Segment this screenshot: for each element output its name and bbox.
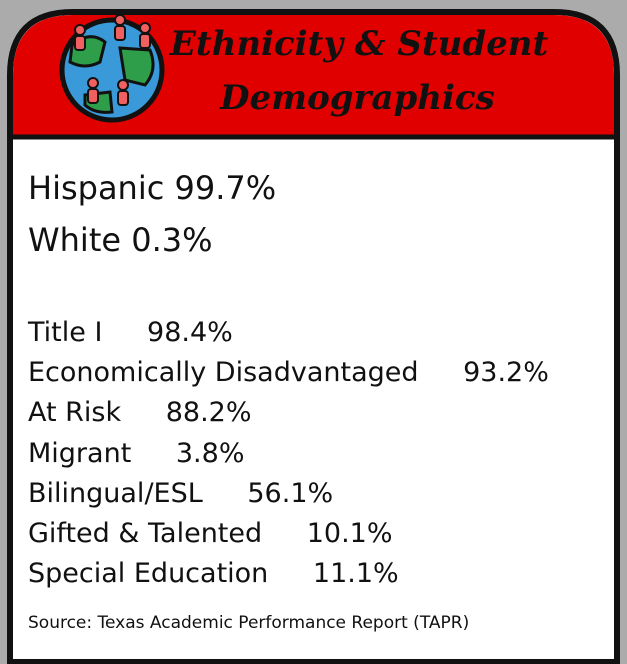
item-value: 99.7% [174, 169, 277, 207]
item-value: 98.4% [147, 317, 233, 348]
card-frame [7, 9, 620, 664]
row: Gifted & Talented 10.1% [28, 514, 549, 554]
item-label: Migrant [28, 437, 132, 469]
item-value: 10.1% [306, 517, 393, 549]
row: At Risk 88.2% [28, 393, 549, 433]
item-label: Hispanic [28, 169, 165, 207]
header-band [13, 15, 614, 135]
header-title: Demographics [220, 78, 495, 118]
item-value: 93.2% [463, 357, 549, 389]
ethnicity-list: Hispanic 99.7% White 0.3% [28, 162, 276, 266]
item-label: Title I [28, 317, 103, 348]
row: Special Education 11.1% [28, 554, 549, 594]
item-value: 56.1% [247, 477, 334, 509]
item-label: Economically Disadvantaged [28, 357, 419, 389]
item-value: 3.8% [175, 437, 245, 469]
item-value: 0.3% [131, 221, 213, 259]
demographics-list: Title I 98.4% Economically Disadvantaged … [28, 313, 549, 594]
source-note: Source: Texas Academic Performance Repor… [28, 613, 470, 633]
item-value: 88.2% [165, 397, 252, 429]
item-label: At Risk [28, 397, 122, 429]
row: Migrant 3.8% [28, 434, 549, 474]
item-label: Special Education [28, 558, 269, 590]
header-title: Ethnicity & Student [170, 24, 549, 64]
row: Bilingual/ESL 56.1% [28, 474, 549, 514]
row: Title I 98.4% [28, 313, 549, 353]
item-label: White [28, 221, 122, 259]
row: Economically Disadvantaged 93.2% [28, 353, 549, 393]
item-value: 11.1% [312, 558, 399, 590]
item-label: Gifted & Talented [28, 517, 263, 549]
row: Hispanic 99.7% [28, 162, 276, 214]
row: White 0.3% [28, 214, 276, 266]
item-label: Bilingual/ESL [28, 477, 203, 509]
globe-icon [59, 14, 165, 123]
